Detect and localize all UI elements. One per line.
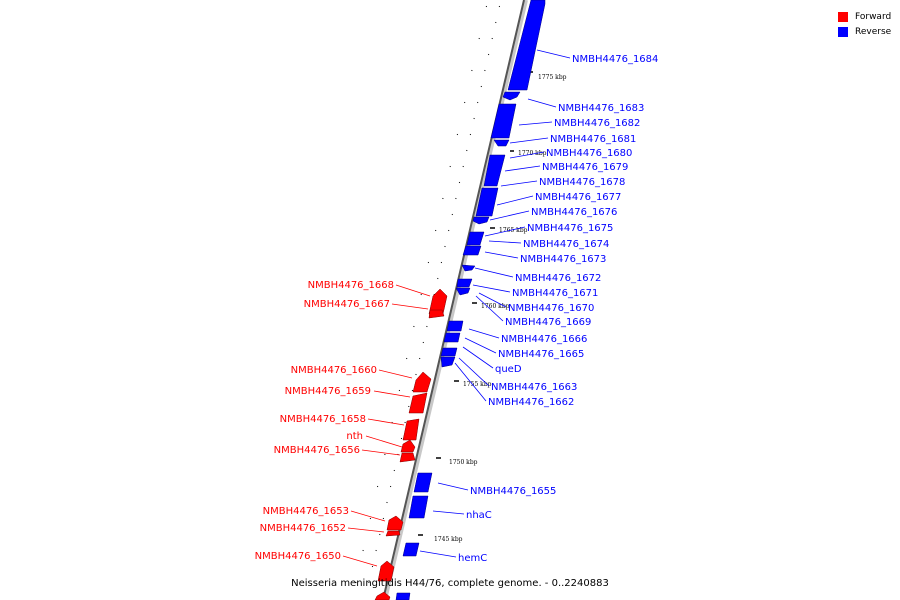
tick-label-1770: 1770 kbp	[518, 150, 547, 157]
gene-block-reverse[interactable]	[455, 287, 471, 296]
legend: Forward Reverse	[838, 9, 891, 39]
gene-block-reverse[interactable]	[461, 264, 476, 272]
forward-gene-labels: NMBH4476_1668 NMBH4476_1667 NMBH4476_166…	[255, 280, 394, 562]
gene-block-reverse[interactable]	[408, 495, 429, 519]
gene-label[interactable]: NMBH4476_1667	[304, 299, 390, 310]
gene-label[interactable]: queD	[495, 364, 522, 375]
gene-block-forward[interactable]	[399, 452, 416, 463]
tick-label-1745: 1745 kbp	[434, 536, 463, 543]
gene-block-forward[interactable]	[374, 591, 391, 600]
reverse-gene-blocks	[395, 0, 546, 600]
gene-block-reverse[interactable]	[440, 347, 458, 357]
gene-label[interactable]: NMBH4476_1671	[512, 288, 598, 299]
gene-label[interactable]: NMBH4476_1652	[260, 523, 346, 534]
gene-label[interactable]: NMBH4476_1673	[520, 254, 606, 265]
gene-block-reverse[interactable]	[402, 542, 420, 557]
gene-block-forward[interactable]	[412, 371, 432, 393]
legend-forward-label: Forward	[855, 11, 892, 22]
forward-leader-lines	[342, 284, 431, 567]
gene-block-reverse[interactable]	[456, 278, 473, 288]
gene-label[interactable]: NMBH4476_1683	[558, 103, 644, 114]
gene-label[interactable]: NMBH4476_1665	[498, 349, 584, 360]
legend-forward: Forward	[838, 9, 891, 24]
gene-label[interactable]: NMBH4476_1659	[285, 386, 371, 397]
gene-block-forward[interactable]	[385, 530, 401, 537]
gene-label[interactable]: NMBH4476_1656	[274, 445, 360, 456]
gene-label[interactable]: NMBH4476_1666	[501, 334, 587, 345]
gene-block-forward[interactable]	[402, 418, 420, 441]
gene-label[interactable]: NMBH4476_1658	[280, 414, 366, 425]
gene-block-reverse[interactable]	[446, 320, 464, 332]
tick-label-1750: 1750 kbp	[449, 459, 478, 466]
gene-block-reverse[interactable]	[462, 245, 482, 256]
tick-label-1755: 1755 kbp	[463, 381, 492, 388]
gene-block-reverse[interactable]	[443, 332, 461, 343]
genome-backbone	[382, 0, 525, 600]
tick-label-1760: 1760 kbp	[481, 303, 510, 310]
gene-block-reverse[interactable]	[413, 472, 433, 493]
gene-label[interactable]: NMBH4476_1681	[550, 134, 636, 145]
gene-label[interactable]: nth	[346, 431, 363, 442]
genome-backbone-shadow	[383, 0, 528, 600]
legend-reverse: Reverse	[838, 24, 891, 39]
gene-label[interactable]: NMBH4476_1679	[542, 162, 628, 173]
gene-label[interactable]: NMBH4476_1663	[491, 382, 577, 393]
reverse-swatch	[838, 26, 848, 37]
gene-label[interactable]: NMBH4476_1670	[508, 303, 594, 314]
gene-block-forward[interactable]	[377, 560, 395, 582]
gene-block-reverse[interactable]	[472, 216, 490, 225]
gene-label[interactable]: nhaC	[466, 510, 492, 521]
gene-label[interactable]: NMBH4476_1684	[572, 54, 658, 65]
reverse-gene-labels: NMBH4476_1684 NMBH4476_1683 NMBH4476_168…	[458, 54, 658, 564]
gene-label[interactable]: NMBH4476_1672	[515, 273, 601, 284]
tick-label-1765: 1765 kbp	[499, 227, 528, 234]
gene-block-reverse[interactable]	[466, 231, 485, 246]
gene-label[interactable]: NMBH4476_1682	[554, 118, 640, 129]
genome-caption: Neisseria meningitidis H44/76, complete …	[291, 578, 609, 589]
tick-label-1775: 1775 kbp	[538, 74, 567, 81]
gene-label[interactable]: NMBH4476_1669	[505, 317, 591, 328]
gene-block-reverse[interactable]	[493, 139, 510, 147]
gene-label[interactable]: NMBH4476_1653	[263, 506, 349, 517]
gene-label[interactable]: NMBH4476_1662	[488, 397, 574, 408]
gene-label[interactable]: NMBH4476_1680	[546, 148, 632, 159]
gene-block-reverse[interactable]	[507, 0, 546, 91]
forward-swatch	[838, 11, 848, 22]
gene-label[interactable]: NMBH4476_1660	[291, 365, 377, 376]
gene-block-reverse[interactable]	[502, 91, 521, 101]
gene-block-forward[interactable]	[386, 515, 404, 531]
gene-block-reverse[interactable]	[440, 356, 456, 368]
gene-label[interactable]: NMBH4476_1675	[527, 223, 613, 234]
gene-block-reverse[interactable]	[395, 592, 411, 600]
forward-gene-blocks	[374, 288, 448, 600]
gene-block-forward[interactable]	[428, 309, 445, 319]
gene-label[interactable]: NMBH4476_1677	[535, 192, 621, 203]
gene-label[interactable]: NMBH4476_1676	[531, 207, 617, 218]
reverse-leader-lines	[419, 49, 571, 558]
gene-label[interactable]: NMBH4476_1678	[539, 177, 625, 188]
gene-block-reverse[interactable]	[490, 103, 517, 139]
gene-label[interactable]: NMBH4476_1655	[470, 486, 556, 497]
legend-reverse-label: Reverse	[855, 26, 892, 37]
gene-label[interactable]: hemC	[458, 553, 487, 564]
gene-block-reverse[interactable]	[483, 154, 506, 187]
minor-ticks-inner	[355, 5, 488, 584]
gene-label[interactable]: NMBH4476_1650	[255, 551, 341, 562]
gene-block-forward[interactable]	[408, 392, 428, 414]
gene-block-forward[interactable]	[400, 439, 416, 453]
gene-label[interactable]: NMBH4476_1668	[308, 280, 394, 291]
gene-label[interactable]: NMBH4476_1674	[523, 239, 609, 250]
gene-block-reverse[interactable]	[475, 187, 499, 217]
